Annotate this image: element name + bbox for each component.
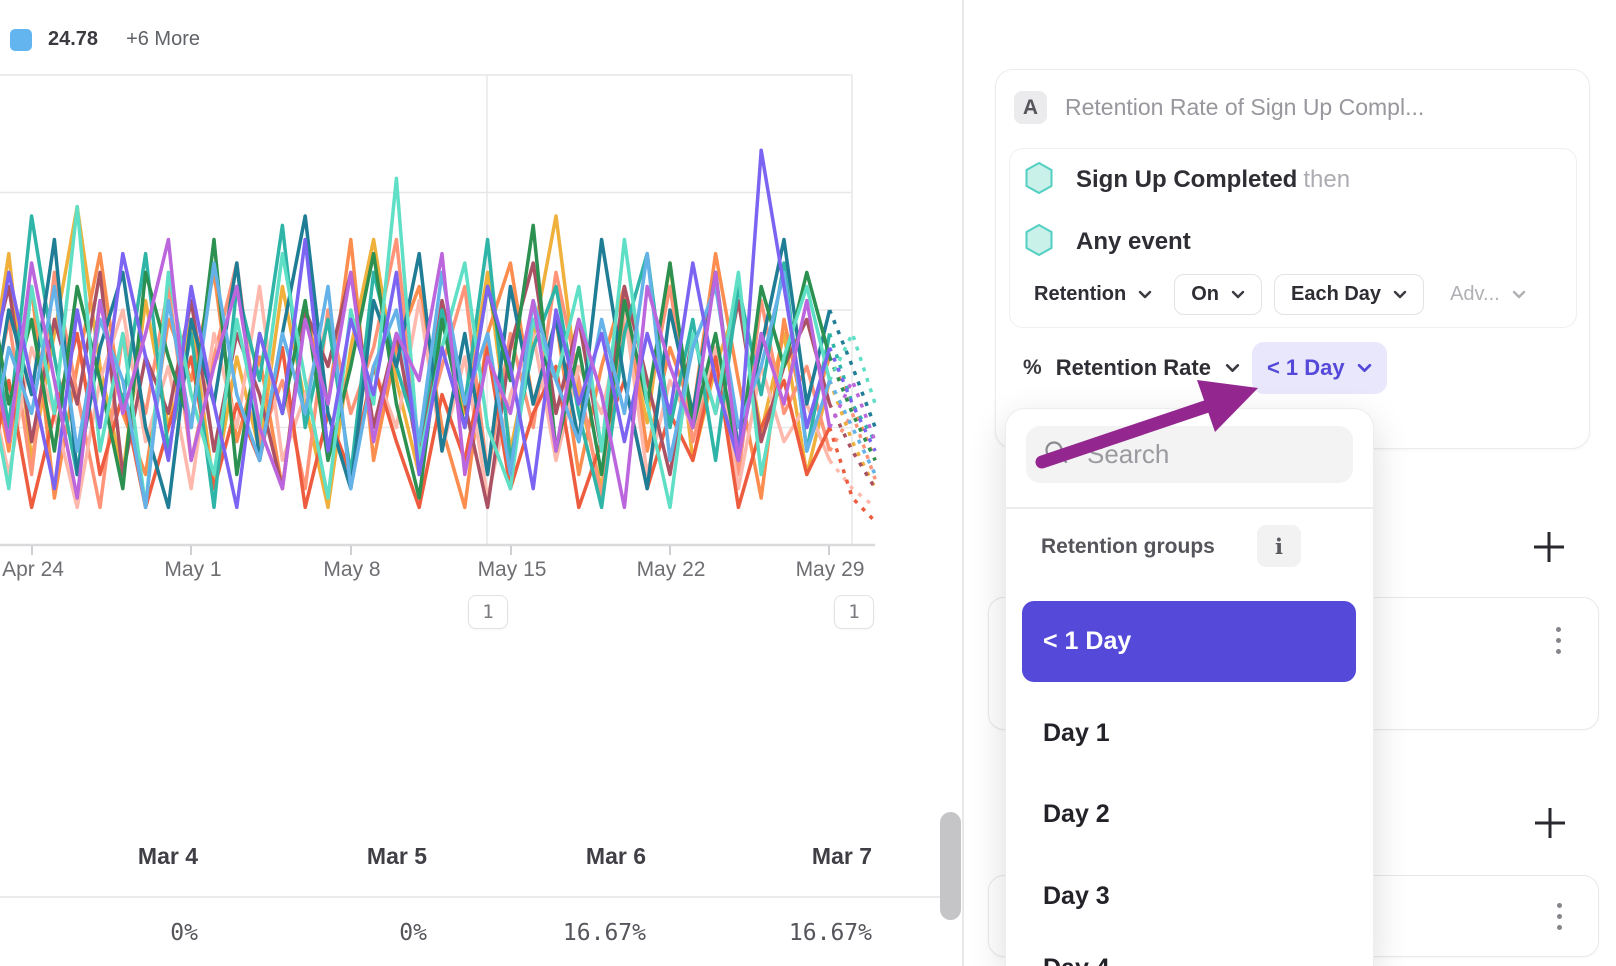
add-block-button[interactable] [1532, 805, 1568, 841]
chart-legend: 24.78 +6 More [10, 28, 200, 51]
search-icon [1043, 439, 1069, 470]
table-column-header: Mar 4 [137, 843, 198, 869]
metric-module-header: A Retention Rate of Sign Up Compl... [1014, 91, 1424, 124]
retention-mode-label: Retention [1034, 283, 1127, 305]
chevron-down-icon [1357, 363, 1372, 373]
kebab-menu-icon[interactable] [1550, 903, 1568, 930]
interval-dropdown[interactable]: Each Day [1274, 274, 1425, 315]
metric-name-dropdown[interactable]: Retention Rate [1055, 355, 1211, 380]
chevron-down-icon[interactable] [1225, 363, 1240, 373]
menu-item-day-1[interactable]: Day 1 [1043, 719, 1110, 747]
returning-event-name[interactable]: Any event [1076, 228, 1191, 255]
menu-section-label: Retention groups [1041, 535, 1215, 558]
x-axis-label: May 8 [323, 558, 381, 581]
metric-block-label: A [1014, 91, 1047, 124]
search-input[interactable] [1085, 438, 1329, 471]
retention-controls-row: Retention On Each Day Adv... [1024, 274, 1526, 315]
menu-divider [1006, 507, 1373, 509]
returning-event-row[interactable]: Any event [1024, 223, 1191, 262]
starting-event-name[interactable]: Sign Up Completed [1076, 166, 1298, 193]
chevron-down-icon [1138, 290, 1152, 299]
event-definition-card: Sign Up Completed then Any event Retentio… [1009, 148, 1577, 328]
table-cell-value: 16.67% [788, 920, 872, 946]
annotation-badge[interactable]: 1 [834, 595, 874, 629]
chart-axis [0, 543, 875, 555]
table-column-header: Mar 7 [811, 843, 872, 869]
info-icon[interactable]: i [1257, 525, 1301, 567]
x-axis-label: May 22 [636, 558, 706, 581]
table-cell-value: 16.67% [562, 920, 646, 946]
starting-event-row[interactable]: Sign Up Completed then [1024, 161, 1351, 200]
chart-series-lines [0, 148, 877, 523]
menu-item-day-4[interactable]: Day 4 [1043, 954, 1110, 966]
annotation-badge[interactable]: 1 [468, 595, 508, 629]
pane-divider [962, 0, 964, 966]
chevron-down-icon [1231, 290, 1245, 299]
metric-display-row: % Retention Rate < 1 Day [1023, 340, 1387, 396]
metric-module-card: A Retention Rate of Sign Up Compl... Sig… [995, 69, 1590, 449]
event-then-label: then [1303, 166, 1351, 193]
table-cell-value: 0% [170, 920, 198, 946]
table-cell-value: 0% [399, 920, 427, 946]
retention-group-menu: Retention groups i < 1 Day Day 1 Day 2 D… [1005, 408, 1374, 966]
x-axis-label: May 29 [795, 558, 865, 581]
hexagon-event-icon [1024, 161, 1054, 200]
advanced-dropdown[interactable]: Adv... [1450, 283, 1526, 306]
chevron-down-icon [1393, 290, 1407, 299]
x-axis-label: May 15 [477, 558, 547, 581]
chevron-down-icon [1512, 290, 1526, 299]
table-divider [0, 896, 940, 898]
interval-label: Each Day [1291, 283, 1382, 305]
hexagon-event-icon [1024, 223, 1054, 262]
table-column-header: Mar 6 [585, 843, 646, 869]
menu-item-day-3[interactable]: Day 3 [1043, 882, 1110, 910]
legend-more-toggle[interactable]: +6 More [126, 28, 200, 50]
metric-module-title[interactable]: Retention Rate of Sign Up Compl... [1065, 94, 1425, 120]
x-axis-label: Apr 24 [2, 558, 64, 581]
retention-group-dropdown[interactable]: < 1 Day [1251, 342, 1387, 394]
on-dropdown[interactable]: On [1174, 274, 1262, 315]
retention-group-value: < 1 Day [1266, 355, 1345, 380]
advanced-label: Adv... [1450, 283, 1500, 305]
retention-mode-dropdown[interactable]: Retention [1024, 274, 1162, 315]
search-box[interactable] [1026, 426, 1353, 483]
percent-symbol: % [1023, 356, 1042, 379]
x-axis-label: May 1 [164, 558, 222, 581]
query-builder-pane: A Retention Rate of Sign Up Compl... Sig… [964, 0, 1616, 966]
menu-item-lt-1-day-selected[interactable]: < 1 Day [1022, 601, 1356, 682]
on-label: On [1191, 283, 1219, 305]
legend-value: 24.78 [48, 28, 99, 50]
legend-swatch [10, 28, 32, 51]
menu-item-day-2[interactable]: Day 2 [1043, 800, 1110, 828]
add-block-button[interactable] [1531, 529, 1567, 565]
vertical-scrollbar-thumb[interactable] [940, 812, 961, 920]
table-column-header: Mar 5 [366, 843, 427, 869]
chart-pane: 24.78 +6 More [0, 0, 962, 946]
kebab-menu-icon[interactable] [1549, 627, 1567, 654]
retention-line-chart[interactable] [0, 0, 962, 640]
